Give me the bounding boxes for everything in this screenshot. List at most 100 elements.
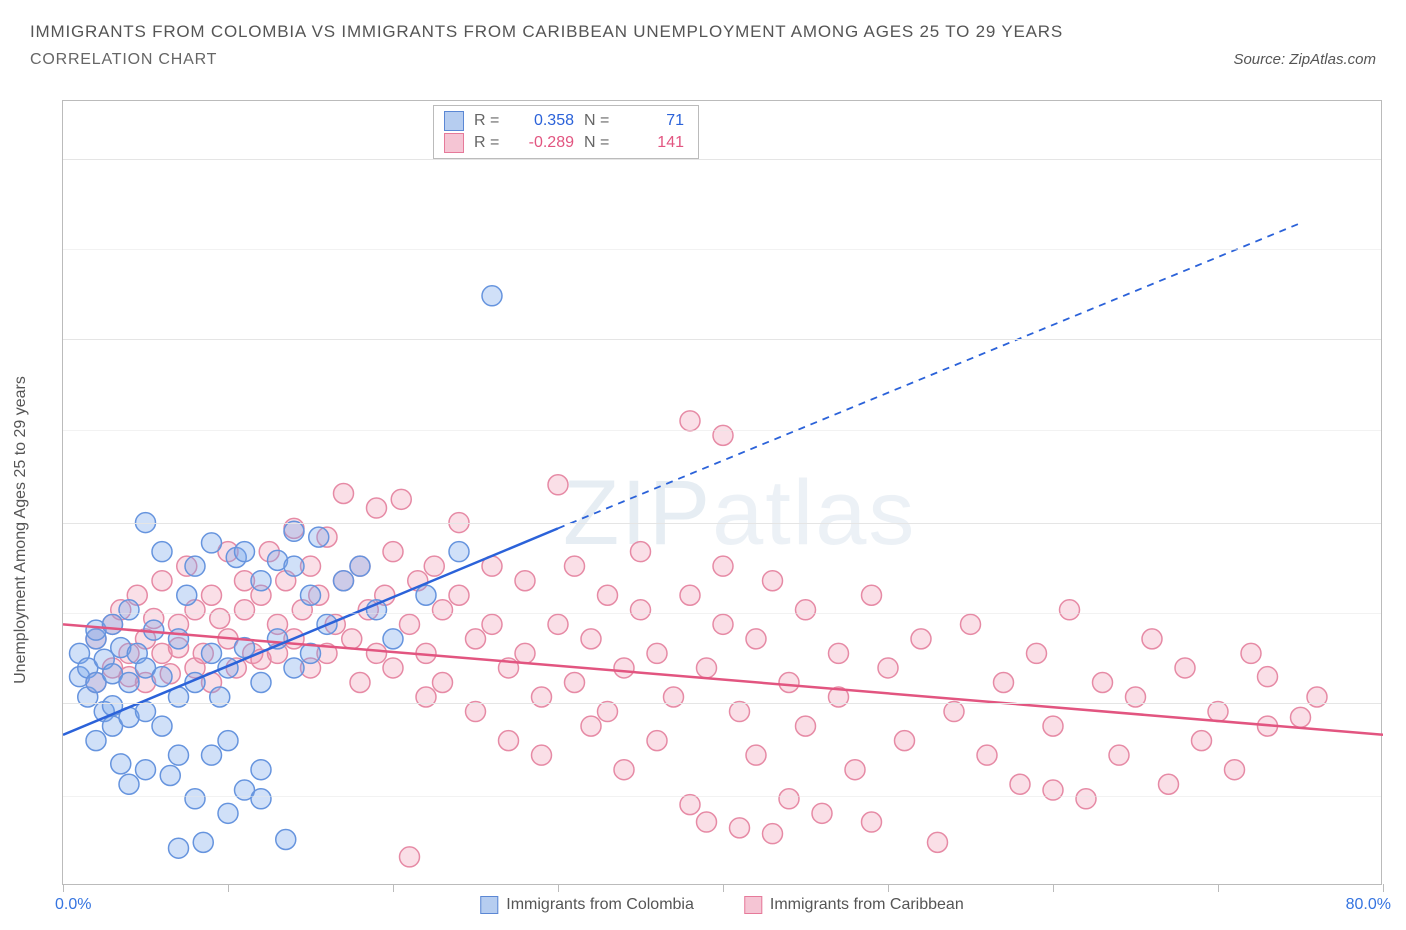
y-tick-label: 18.8%	[1391, 330, 1406, 348]
legend-label-caribbean: Immigrants from Caribbean	[770, 896, 964, 914]
data-point	[103, 658, 123, 678]
data-point	[218, 803, 238, 823]
data-point	[119, 600, 139, 620]
data-point	[482, 614, 502, 634]
data-point	[259, 542, 279, 562]
data-point	[226, 547, 246, 567]
gridline	[63, 159, 1381, 160]
gridline	[63, 523, 1381, 524]
data-point	[317, 643, 337, 663]
data-point	[251, 649, 271, 669]
data-point	[136, 702, 156, 722]
data-point	[449, 585, 469, 605]
stats-row-colombia: R = 0.358 N = 71	[444, 110, 684, 132]
data-point	[325, 614, 345, 634]
data-point	[746, 745, 766, 765]
swatch-caribbean	[444, 133, 464, 153]
data-point	[499, 731, 519, 751]
data-point	[144, 620, 164, 640]
plot-svg	[63, 101, 1383, 886]
data-point	[169, 687, 189, 707]
data-point	[433, 672, 453, 692]
data-point	[160, 766, 180, 786]
data-point	[185, 658, 205, 678]
data-point	[284, 556, 304, 576]
data-point	[94, 649, 114, 669]
data-point	[796, 716, 816, 736]
data-point	[218, 629, 238, 649]
data-point	[647, 731, 667, 751]
watermark-thin: atlas	[712, 462, 916, 564]
data-point	[350, 556, 370, 576]
data-point	[243, 643, 263, 663]
data-point	[218, 658, 238, 678]
data-point	[449, 542, 469, 562]
y-axis-label: Unemployment Among Ages 25 to 29 years	[12, 376, 30, 684]
data-point	[466, 629, 486, 649]
data-point	[111, 638, 131, 658]
data-point	[548, 475, 568, 495]
gridline-minor	[63, 430, 1381, 431]
data-point	[86, 731, 106, 751]
data-point	[862, 812, 882, 832]
data-point	[1027, 643, 1047, 663]
data-point	[226, 658, 246, 678]
data-point	[177, 556, 197, 576]
data-point	[1307, 687, 1327, 707]
data-point	[977, 745, 997, 765]
data-point	[301, 643, 321, 663]
data-point	[1175, 658, 1195, 678]
data-point	[86, 672, 106, 692]
data-point	[284, 521, 304, 541]
data-point	[1208, 702, 1228, 722]
header: IMMIGRANTS FROM COLOMBIA VS IMMIGRANTS F…	[0, 0, 1406, 77]
data-point	[185, 600, 205, 620]
data-point	[284, 658, 304, 678]
x-axis-min-label: 0.0%	[55, 896, 91, 914]
data-point	[301, 658, 321, 678]
data-point	[1291, 707, 1311, 727]
data-point	[276, 571, 296, 591]
data-point	[1093, 672, 1113, 692]
trend-line-colombia	[63, 528, 558, 734]
source-label: Source: ZipAtlas.com	[1233, 51, 1376, 68]
data-point	[86, 629, 106, 649]
data-point	[383, 629, 403, 649]
stats-n-label: N =	[584, 134, 614, 152]
data-point	[268, 550, 288, 570]
data-point	[103, 716, 123, 736]
data-point	[1060, 600, 1080, 620]
data-point	[631, 542, 651, 562]
x-tick	[63, 884, 64, 892]
data-point	[251, 760, 271, 780]
data-point	[202, 585, 222, 605]
data-point	[276, 829, 296, 849]
x-tick	[393, 884, 394, 892]
data-point	[235, 638, 255, 658]
data-point	[127, 643, 147, 663]
swatch-colombia	[444, 111, 464, 131]
data-point	[301, 556, 321, 576]
data-point	[961, 614, 981, 634]
data-point	[367, 498, 387, 518]
data-point	[103, 614, 123, 634]
data-point	[565, 556, 585, 576]
data-point	[829, 687, 849, 707]
data-point	[210, 609, 230, 629]
data-point	[78, 687, 98, 707]
data-point	[845, 760, 865, 780]
data-point	[499, 658, 519, 678]
data-point	[202, 533, 222, 553]
data-point	[433, 600, 453, 620]
data-point	[119, 774, 139, 794]
data-point	[103, 614, 123, 634]
legend-label-colombia: Immigrants from Colombia	[506, 896, 694, 914]
data-point	[1241, 643, 1261, 663]
x-axis-legend: Immigrants from Colombia Immigrants from…	[480, 896, 963, 914]
data-point	[94, 702, 114, 722]
data-point	[202, 745, 222, 765]
data-point	[408, 571, 428, 591]
data-point	[103, 664, 123, 684]
data-point	[127, 585, 147, 605]
data-point	[136, 672, 156, 692]
